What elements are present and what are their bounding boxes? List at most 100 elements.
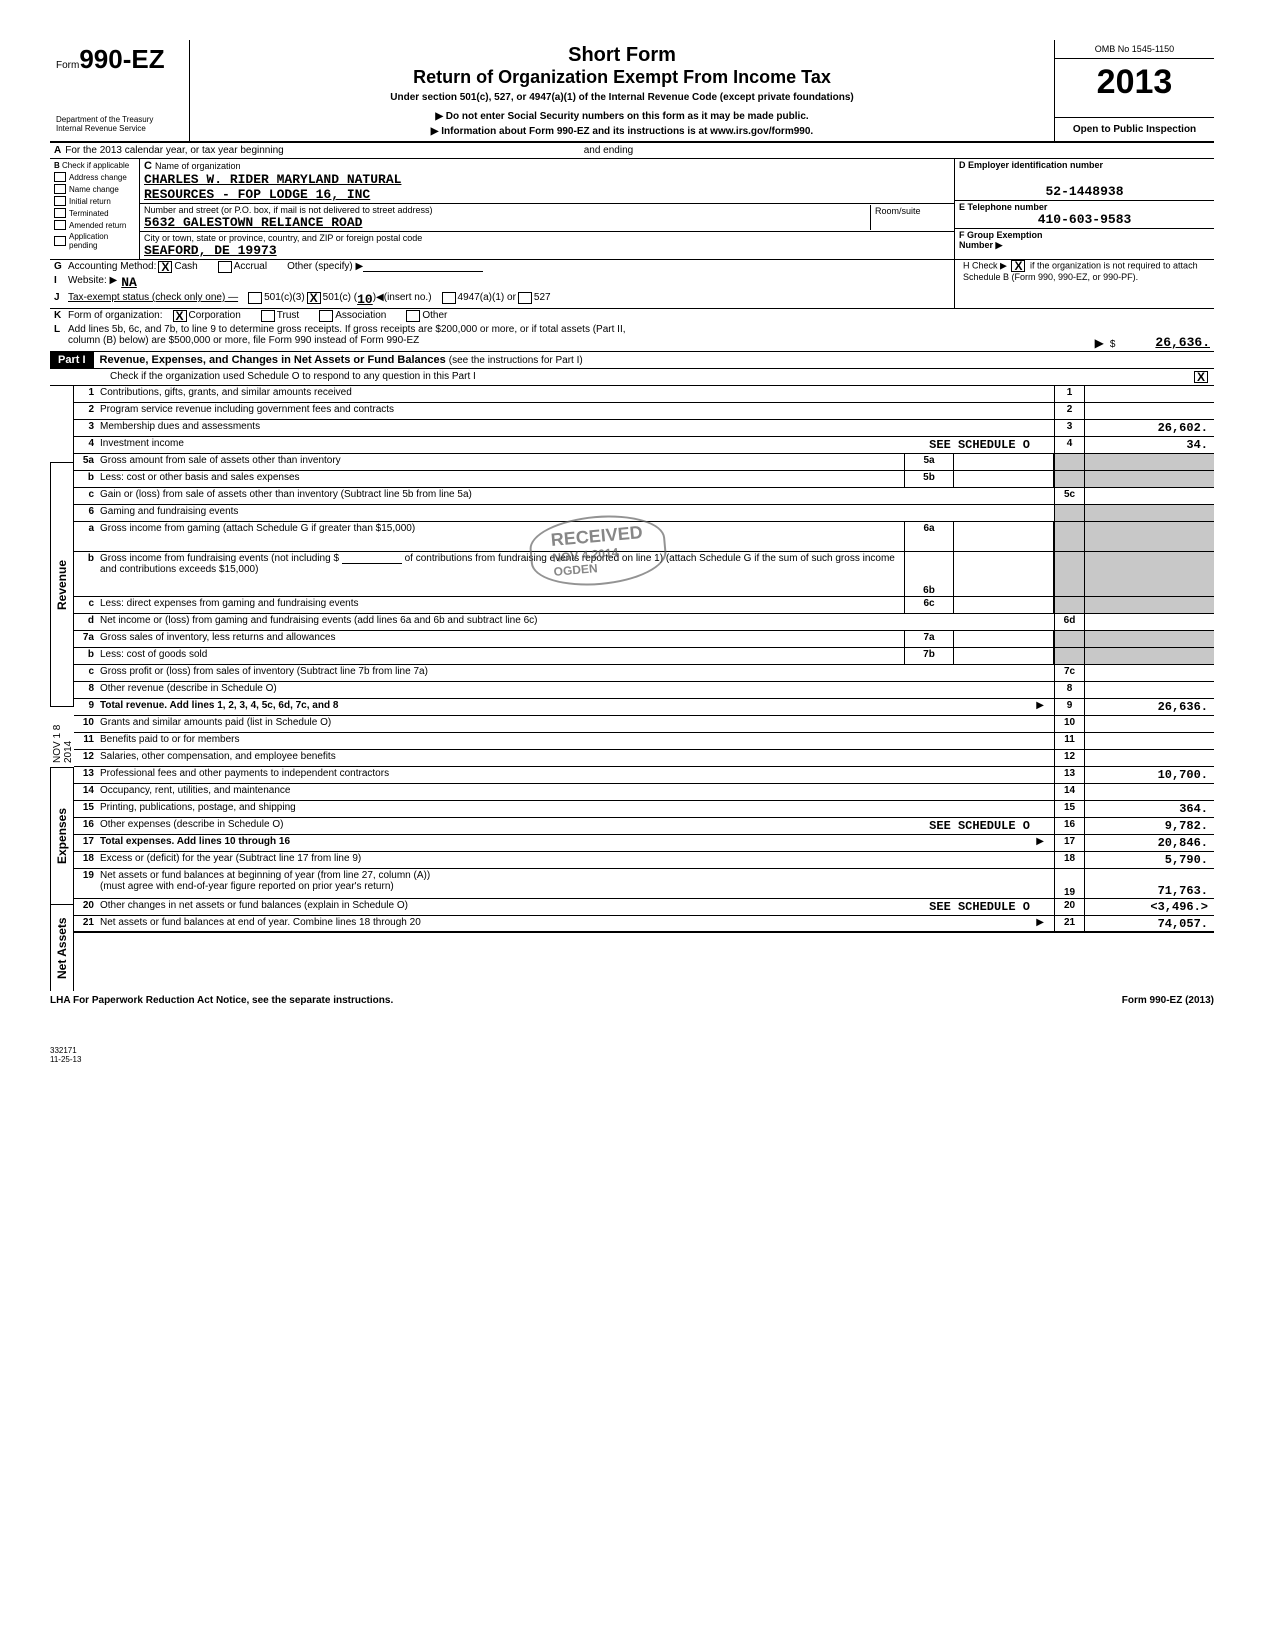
check-cash[interactable] [158,261,172,273]
line-10: 10Grants and similar amounts paid (list … [74,716,1214,733]
line-5a: 5aGross amount from sale of assets other… [74,454,1214,471]
gross-receipts: 26,636. [1155,335,1210,350]
ein: 52-1448938 [959,184,1210,199]
line-11: 11Benefits paid to or for members11 [74,733,1214,750]
line-4: 4Investment incomeSEE SCHEDULE O434. [74,437,1214,454]
val-1 [1084,386,1214,402]
check-terminated[interactable]: Terminated [54,208,135,218]
room-suite: Room/suite [870,205,950,230]
line-14: 14Occupancy, rent, utilities, and mainte… [74,784,1214,801]
row-a-letter: A [54,145,61,156]
org-name-2: RESOURCES - FOP LODGE 16, INC [144,187,950,202]
dollar-sign: $ [1110,339,1116,350]
check-amended[interactable]: Amended return [54,220,135,230]
line-6d: dNet income or (loss) from gaming and fu… [74,614,1214,631]
val-20: <3,496.> [1084,899,1214,915]
check-name-change[interactable]: Name change [54,184,135,194]
line-18: 18Excess or (deficit) for the year (Subt… [74,852,1214,869]
line-13: 13Professional fees and other payments t… [74,767,1214,784]
line-12: 12Salaries, other compensation, and empl… [74,750,1214,767]
line-2: 2Program service revenue including gover… [74,403,1214,420]
val-10 [1084,716,1214,732]
under-section: Under section 501(c), 527, or 4947(a)(1)… [200,92,1044,103]
row-j: J Tax-exempt status (check only one) — 5… [50,291,954,309]
row-l: L Add lines 5b, 6c, and 7b, to line 9 to… [50,323,1214,352]
footer: LHA For Paperwork Reduction Act Notice, … [50,991,1214,1006]
check-address-change[interactable]: Address change [54,172,135,182]
val-14 [1084,784,1214,800]
val-11 [1084,733,1214,749]
line-19: 19Net assets or fund balances at beginni… [74,869,1214,899]
line-17: 17Total expenses. Add lines 10 through 1… [74,835,1214,852]
line-5b: bLess: cost or other basis and sales exp… [74,471,1214,488]
val-12 [1084,750,1214,766]
val-3: 26,602. [1084,420,1214,436]
tiny-footer: 332171 11-25-13 [50,1046,1214,1064]
line-15: 15Printing, publications, postage, and s… [74,801,1214,818]
line-21: 21Net assets or fund balances at end of … [74,916,1214,933]
return-title: Return of Organization Exempt From Incom… [200,67,1044,88]
check-schedule-o-row: Check if the organization used Schedule … [50,369,1214,386]
phone: 410-603-9583 [959,212,1210,227]
dept-treasury: Department of the Treasury Internal Reve… [56,75,183,133]
val-5c [1084,488,1214,504]
row-h: H Check ▶ if the organization is not req… [954,260,1214,309]
line-7a: 7aGross sales of inventory, less returns… [74,631,1214,648]
line-20: 20Other changes in net assets or fund ba… [74,899,1214,916]
check-accrual[interactable] [218,261,232,273]
col-de: D Employer identification number 52-1448… [954,159,1214,259]
check-schedule-b[interactable] [1011,260,1025,272]
check-527[interactable] [518,292,532,304]
line-7b: bLess: cost of goods sold7b [74,648,1214,665]
val-21: 74,057. [1084,916,1214,931]
row-a: A For the 2013 calendar year, or tax yea… [50,143,1214,159]
check-association[interactable] [319,310,333,322]
row-k: K Form of organization: Corporation Trus… [50,309,1214,323]
501c-number: 10 [357,292,373,307]
line-9: 9Total revenue. Add lines 1, 2, 3, 4, 5c… [74,699,1214,716]
check-4947[interactable] [442,292,456,304]
val-8 [1084,682,1214,698]
line-1: 1Contributions, gifts, grants, and simil… [74,386,1214,403]
check-501c3[interactable] [248,292,262,304]
check-other-org[interactable] [406,310,420,322]
val-7c [1084,665,1214,681]
val-6d [1084,614,1214,630]
val-15: 364. [1084,801,1214,817]
city-state-zip: SEAFORD, DE 19973 [144,243,950,258]
line-6: 6Gaming and fundraising events [74,505,1214,522]
form-number: 990-EZ [79,44,164,75]
check-schedule-o[interactable] [1194,371,1208,383]
line-3: 3Membership dues and assessments326,602. [74,420,1214,437]
val-13: 10,700. [1084,767,1214,783]
check-initial-return[interactable]: Initial return [54,196,135,206]
check-501c[interactable] [307,292,321,304]
check-pending[interactable]: Application pending [54,232,135,250]
header-right: OMB No 1545-1150 2013 Open to Public Ins… [1054,40,1214,141]
part1-header: Part I Revenue, Expenses, and Changes in… [50,352,1214,369]
val-16: 9,782. [1084,818,1214,834]
check-corporation[interactable] [173,310,187,322]
tax-year: 2013 [1055,59,1214,118]
col-b: B Check if applicable Address change Nam… [50,159,140,259]
val-18: 5,790. [1084,852,1214,868]
check-trust[interactable] [261,310,275,322]
form-990ez: Form 990-EZ Department of the Treasury I… [50,40,1214,1064]
val-9: 26,636. [1084,699,1214,715]
revenue-label: Revenue [50,462,74,707]
row-i: I Website: ▶ NA [50,274,954,291]
form-word: Form [56,60,79,71]
org-name-1: CHARLES W. RIDER MARYLAND NATURAL [144,172,950,187]
line-16: 16Other expenses (describe in Schedule O… [74,818,1214,835]
form-header: Form 990-EZ Department of the Treasury I… [50,40,1214,143]
omb-number: OMB No 1545-1150 [1055,40,1214,59]
header-center: Short Form Return of Organization Exempt… [190,40,1054,141]
part1-body: Revenue NOV 1 8 2014 Expenses Net Assets… [50,386,1214,991]
line-6c: cLess: direct expenses from gaming and f… [74,597,1214,614]
street-address: 5632 GALESTOWN RELIANCE ROAD [144,215,870,230]
other-method-blank[interactable] [363,261,483,272]
lha-notice: LHA For Paperwork Reduction Act Notice, … [50,995,1122,1006]
expenses-label: Expenses [50,767,74,905]
netassets-label: Net Assets [50,905,74,991]
section-bcde: B Check if applicable Address change Nam… [50,159,1214,260]
